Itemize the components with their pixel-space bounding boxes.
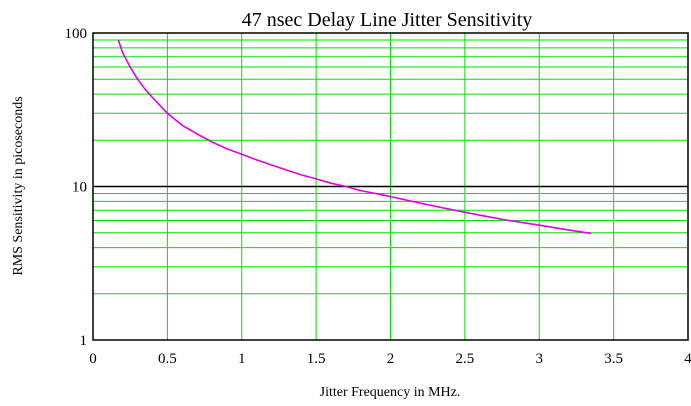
x-tick-label: 1 <box>238 351 246 367</box>
y-tick-label: 10 <box>72 180 87 196</box>
y-tick-label: 100 <box>65 26 88 42</box>
x-tick-label: 4 <box>684 351 691 367</box>
plot-frame <box>92 32 689 341</box>
grid <box>93 33 688 340</box>
y-tick-labels: 1 10 100 <box>65 26 88 349</box>
y-tick-label: 1 <box>80 333 88 349</box>
x-tick-label: 0 <box>89 351 97 367</box>
x-tick-label: 1.5 <box>307 351 326 367</box>
series-layer <box>117 39 592 235</box>
y-axis-label: RMS Sensitivity in picoseconds <box>11 96 26 275</box>
chart-title: 47 nsec Delay Line Jitter Sensitivity <box>242 9 533 31</box>
x-axis-label: Jitter Frequency in MHz. <box>320 385 461 400</box>
x-tick-labels: 0 0.5 1 1.5 2 2.5 3 3.5 4 <box>89 351 691 367</box>
x-tick-label: 2 <box>387 351 395 367</box>
x-tick-label: 3.5 <box>604 351 623 367</box>
x-tick-label: 0.5 <box>158 351 177 367</box>
series-line <box>117 39 592 235</box>
x-tick-label: 3 <box>536 351 544 367</box>
x-tick-label: 2.5 <box>456 351 475 367</box>
